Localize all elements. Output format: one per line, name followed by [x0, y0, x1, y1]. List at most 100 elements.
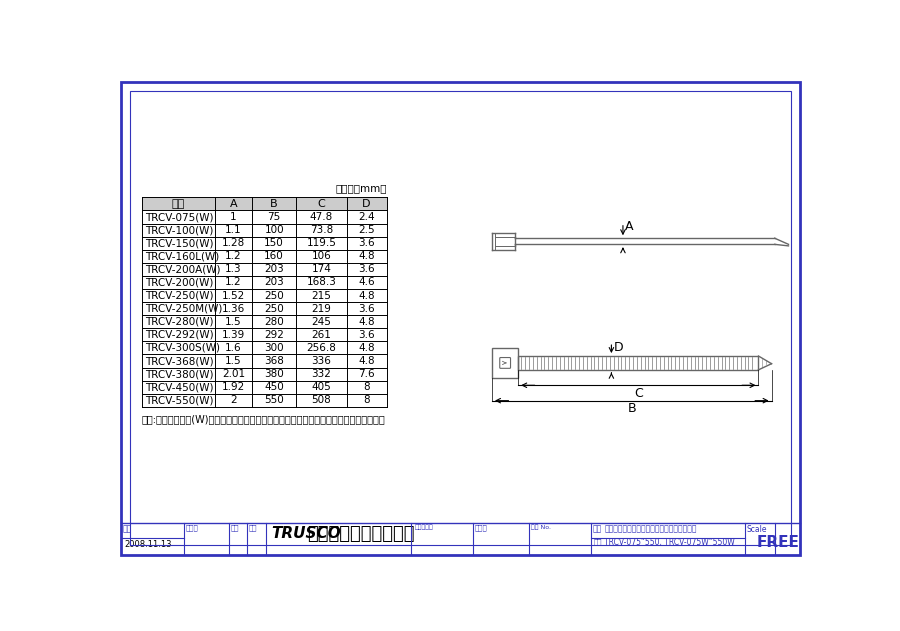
- Text: 106: 106: [311, 251, 331, 261]
- Text: 368: 368: [265, 356, 284, 366]
- Text: 300: 300: [265, 343, 284, 353]
- Text: 4.8: 4.8: [358, 343, 375, 353]
- Text: 100: 100: [265, 225, 284, 235]
- Text: TRCV-100(W): TRCV-100(W): [145, 225, 213, 235]
- Text: 検証: 検証: [230, 524, 238, 531]
- Text: 47.8: 47.8: [310, 212, 333, 222]
- Text: 332: 332: [311, 369, 331, 379]
- Text: Scale: Scale: [746, 524, 767, 534]
- Text: 2.5: 2.5: [358, 225, 375, 235]
- Text: TRCV-450(W): TRCV-450(W): [145, 382, 213, 392]
- Text: C: C: [318, 199, 326, 209]
- Text: 1.2: 1.2: [225, 278, 241, 288]
- Text: 150: 150: [265, 238, 284, 248]
- Text: 292: 292: [265, 330, 284, 340]
- Text: 系　配: 系 配: [185, 524, 198, 531]
- Text: TRCV-250M(W): TRCV-250M(W): [145, 304, 222, 314]
- Text: 2.4: 2.4: [358, 212, 375, 222]
- Text: D: D: [363, 199, 371, 209]
- Text: 250: 250: [265, 304, 284, 314]
- Text: TRCV-300S(W): TRCV-300S(W): [145, 343, 220, 353]
- Bar: [518, 356, 759, 370]
- Text: 品番: 品番: [594, 538, 602, 545]
- Text: 203: 203: [265, 278, 284, 288]
- Text: 2.01: 2.01: [221, 369, 245, 379]
- Text: 380: 380: [265, 369, 284, 379]
- Text: TRCV-200A(W): TRCV-200A(W): [145, 264, 220, 274]
- Text: 450: 450: [265, 382, 284, 392]
- Text: 設計: 設計: [248, 524, 257, 531]
- Text: TRCV-160L(W): TRCV-160L(W): [145, 251, 219, 261]
- Text: 1.92: 1.92: [221, 382, 245, 392]
- Bar: [141, 198, 387, 211]
- Text: 250: 250: [265, 290, 284, 300]
- Text: 1.28: 1.28: [221, 238, 245, 248]
- Text: 備考: 備考: [122, 524, 131, 534]
- Text: 508: 508: [311, 395, 331, 405]
- Text: 3.6: 3.6: [358, 304, 375, 314]
- Text: TRCV-550(W): TRCV-550(W): [145, 395, 213, 405]
- Text: 160: 160: [265, 251, 284, 261]
- Text: TRCV-150(W): TRCV-150(W): [145, 238, 213, 248]
- Text: TRUSCO: TRUSCO: [271, 526, 340, 541]
- Text: 405: 405: [311, 382, 331, 392]
- Text: 4.8: 4.8: [358, 317, 375, 327]
- Text: 4.8: 4.8: [358, 356, 375, 366]
- Text: 119.5: 119.5: [307, 238, 337, 248]
- Text: FREE: FREE: [757, 534, 800, 550]
- Text: 256.8: 256.8: [307, 343, 337, 353]
- Text: 2008.11.13: 2008.11.13: [124, 540, 172, 549]
- Text: 215: 215: [311, 290, 331, 300]
- Text: TRCV-075(W): TRCV-075(W): [145, 212, 213, 222]
- Text: 1.39: 1.39: [221, 330, 245, 340]
- Text: 3.6: 3.6: [358, 264, 375, 274]
- Text: TRCV-380(W): TRCV-380(W): [145, 369, 213, 379]
- Text: A: A: [230, 199, 237, 209]
- Text: 全　景: 全 景: [475, 524, 488, 531]
- Text: 1.36: 1.36: [221, 304, 245, 314]
- Text: 3.6: 3.6: [358, 330, 375, 340]
- Text: 336: 336: [311, 356, 331, 366]
- Text: 1.3: 1.3: [225, 264, 241, 274]
- Text: 単位：（mm）: 単位：（mm）: [335, 184, 387, 194]
- Bar: [492, 348, 518, 379]
- Text: TRCV-280(W): TRCV-280(W): [145, 317, 213, 327]
- Text: 1.5: 1.5: [225, 317, 241, 327]
- Text: TRCV-292(W): TRCV-292(W): [145, 330, 213, 340]
- Text: B: B: [627, 402, 636, 415]
- Text: 3.6: 3.6: [358, 238, 375, 248]
- Text: 73.8: 73.8: [310, 225, 333, 235]
- Text: 1.2: 1.2: [225, 251, 241, 261]
- Text: 8: 8: [364, 382, 370, 392]
- Text: 品番: 品番: [172, 199, 184, 209]
- Text: 261: 261: [311, 330, 331, 340]
- Text: 550: 550: [265, 395, 284, 405]
- Text: 8: 8: [364, 395, 370, 405]
- Text: C: C: [634, 387, 643, 400]
- Text: トラスコ中山株式会社: トラスコ中山株式会社: [308, 525, 415, 543]
- Text: D: D: [614, 341, 624, 353]
- Text: TRCV-250(W): TRCV-250(W): [145, 290, 213, 300]
- Text: 168.3: 168.3: [307, 278, 337, 288]
- Text: 1.5: 1.5: [225, 356, 241, 366]
- Text: TRCV-368(W): TRCV-368(W): [145, 356, 213, 366]
- Text: 280: 280: [265, 317, 284, 327]
- Text: 1.6: 1.6: [225, 343, 241, 353]
- Text: 1: 1: [230, 212, 237, 222]
- Text: 7.6: 7.6: [358, 369, 375, 379]
- Text: 4.6: 4.6: [358, 278, 375, 288]
- Text: 品名: 品名: [592, 524, 601, 534]
- Text: ケーブルタイ（標準タイプ・耧栖性タイプ）: ケーブルタイ（標準タイプ・耧栖性タイプ）: [605, 524, 697, 534]
- Text: 受入 No.: 受入 No.: [531, 524, 552, 530]
- Text: 設計年月日: 設計年月日: [415, 524, 434, 530]
- Text: 4.8: 4.8: [358, 290, 375, 300]
- Text: B: B: [270, 199, 278, 209]
- Text: A: A: [626, 220, 634, 233]
- Text: 2: 2: [230, 395, 237, 405]
- Text: 1.1: 1.1: [225, 225, 241, 235]
- Text: 1.52: 1.52: [221, 290, 245, 300]
- Text: 174: 174: [311, 264, 331, 274]
- Text: 4.8: 4.8: [358, 251, 375, 261]
- Text: 203: 203: [265, 264, 284, 274]
- Text: 219: 219: [311, 304, 331, 314]
